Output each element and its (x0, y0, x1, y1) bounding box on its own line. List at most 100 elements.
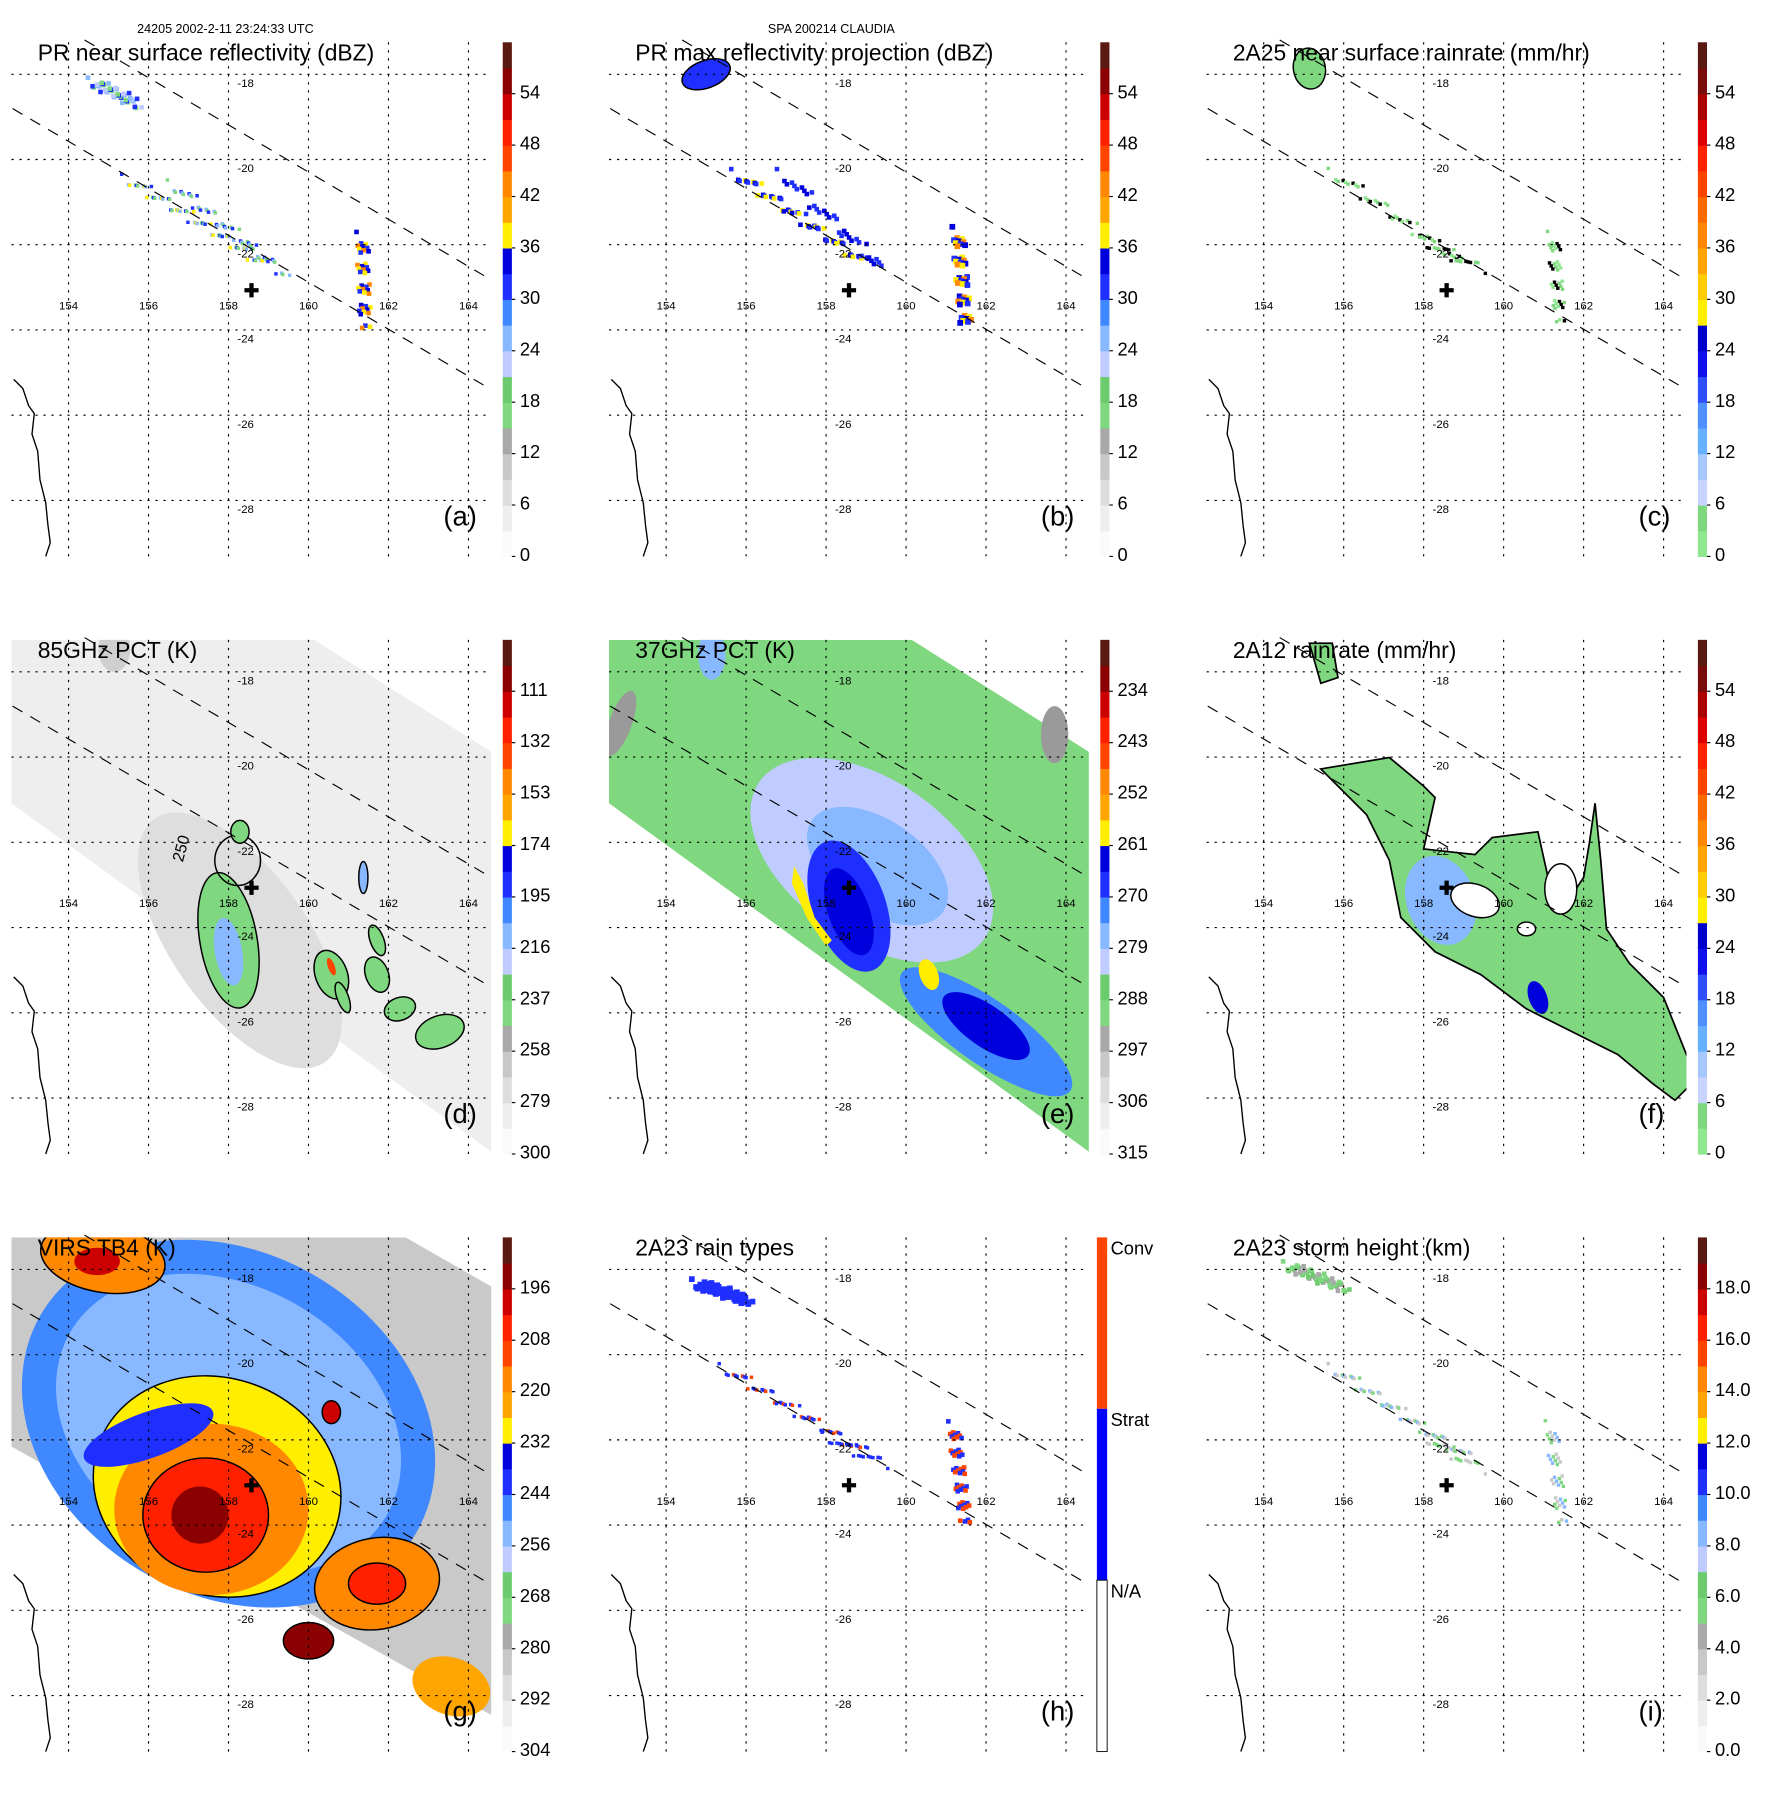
precip-cell (608, 690, 637, 756)
precip-pixel (962, 279, 969, 285)
colorbar-segment (502, 1417, 512, 1444)
precip-pixel (115, 91, 120, 97)
precip-pixel (708, 1283, 715, 1289)
precip-cell (1292, 47, 1327, 90)
precip-pixel (735, 1374, 739, 1379)
lon-tick-label: 162 (1574, 301, 1593, 313)
swath-edge-line (12, 705, 492, 988)
lon-tick-label: 156 (1334, 301, 1353, 313)
precip-pixel (856, 1453, 861, 1458)
precip-pixel (951, 237, 957, 243)
colorbar-label: 8.0 (1715, 1535, 1741, 1556)
precip-pixel (952, 1453, 957, 1458)
storm-center-icon: ✚ (1439, 280, 1454, 301)
precip-pixel (731, 1373, 736, 1377)
precip-pixel (113, 85, 118, 91)
lon-tick-label: 156 (737, 301, 756, 313)
precip-pixel (958, 1450, 963, 1455)
precip-pixel (819, 1428, 823, 1433)
lat-tick-label: -22 (237, 248, 254, 260)
colorbar-segment (502, 1520, 512, 1547)
precip-pixel (1335, 1288, 1341, 1294)
precip-pixel (1551, 1455, 1556, 1459)
precip-pixel (717, 1361, 721, 1366)
precip-pixel (947, 1431, 953, 1437)
precip-pixel (807, 225, 813, 230)
precip-pixel (1341, 178, 1345, 183)
precip-pixel (190, 206, 195, 210)
precip-pixel (153, 196, 157, 200)
precip-pixel (1550, 1461, 1555, 1465)
storm-center-icon: ✚ (1439, 878, 1454, 899)
precip-cell (1527, 981, 1549, 1014)
coastline (13, 378, 51, 557)
colorbar-label: 36 (1715, 835, 1736, 855)
precip-pixel (165, 178, 170, 182)
precip-pixel (842, 252, 847, 258)
colorbar-label: 2.0 (1715, 1689, 1741, 1710)
colorbar-segment (1100, 247, 1110, 275)
colorbar-segment (1697, 1314, 1708, 1341)
precip-pixel (834, 241, 839, 246)
precip-pixel (1476, 261, 1480, 265)
precip-pixel (959, 1483, 965, 1488)
lat-tick-label: -28 (1433, 504, 1449, 516)
panel-letter: (b) (1040, 501, 1075, 533)
precip-pixel (711, 1289, 718, 1296)
precip-pixel (808, 1416, 813, 1420)
colorbar-label: 54 (1715, 83, 1736, 103)
precip-pixel (364, 307, 370, 312)
precip-pixel (704, 1285, 711, 1292)
precip-pixel (959, 262, 966, 269)
colorbar-segment (502, 1545, 512, 1573)
lat-tick-label: -26 (237, 1614, 254, 1626)
precip-pixel (1427, 1442, 1432, 1446)
map-content (608, 639, 1089, 1152)
precip-pixel (749, 1375, 754, 1379)
precip-pixel (1383, 201, 1387, 206)
lat-tick-label: -20 (1433, 163, 1449, 175)
colorbar-segment (1697, 325, 1708, 352)
lat-tick-label: -26 (835, 1016, 851, 1028)
precip-pixel (957, 1501, 962, 1507)
colorbar-segment (1100, 922, 1110, 949)
colorbar-segment (502, 1288, 512, 1316)
colorbar-segment (502, 1051, 512, 1078)
precip-pixel (367, 324, 373, 330)
colorbar-label: 292 (519, 1689, 551, 1710)
precip-pixel (1331, 1280, 1336, 1285)
lat-tick-label: -18 (237, 78, 254, 90)
precip-pixel (358, 311, 363, 317)
precip-pixel (797, 1404, 802, 1408)
coastline (13, 976, 51, 1155)
lat-tick-label: -22 (835, 248, 851, 260)
colorbar-segment (1697, 1623, 1708, 1650)
colorbar-segment (1100, 819, 1110, 847)
coastline (13, 1573, 51, 1752)
precip-pixel (361, 309, 367, 315)
precip-pixel (123, 97, 128, 103)
colorbar-segment (1100, 93, 1110, 120)
precip-pixel (778, 196, 784, 202)
colorbar-label: 256 (519, 1535, 551, 1556)
lat-tick-label: -18 (835, 675, 851, 687)
precip-pixel (1326, 1361, 1330, 1366)
map-svg: 154 156 158 160 162 164 -18 -20 -22 -24 -26 -28 ✚ (608, 637, 1113, 1155)
precip-pixel (700, 1288, 707, 1294)
lat-tick-label: -26 (237, 419, 254, 431)
precip-pixel (1550, 1434, 1554, 1438)
lon-tick-label: 158 (817, 1496, 836, 1508)
swath-edge-line (1207, 1303, 1687, 1586)
precip-pixel (961, 1465, 967, 1470)
precip-pixel (830, 1430, 834, 1435)
precip-cell (171, 1486, 229, 1544)
precip-pixel (209, 222, 213, 226)
precip-pixel (949, 1434, 955, 1439)
colorbar-segment (1100, 1051, 1110, 1078)
coastline (610, 1573, 649, 1752)
precip-pixel (260, 259, 264, 263)
precip-pixel (1556, 1456, 1560, 1460)
colorbar-label: 297 (1117, 1040, 1148, 1061)
precip-pixel (139, 105, 144, 110)
precip-pixel (727, 1288, 733, 1295)
